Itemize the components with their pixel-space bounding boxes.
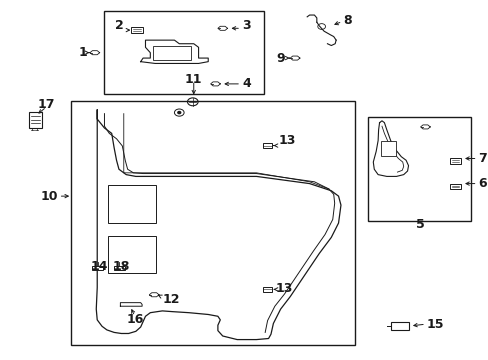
Text: 9: 9	[276, 51, 285, 64]
Text: 18: 18	[112, 260, 130, 273]
Bar	[108, 185, 156, 223]
Bar	[104, 12, 263, 94]
Bar	[108, 235, 156, 273]
Text: 1: 1	[79, 46, 87, 59]
Text: 2: 2	[115, 19, 123, 32]
Bar	[262, 143, 272, 148]
Text: 12: 12	[162, 293, 180, 306]
Text: 13: 13	[278, 134, 295, 147]
Text: 5: 5	[415, 218, 424, 231]
Text: 10: 10	[40, 190, 58, 203]
Bar	[114, 266, 124, 270]
Text: 4: 4	[242, 77, 250, 90]
Bar	[29, 112, 42, 128]
Bar	[71, 101, 355, 345]
Bar	[390, 322, 408, 330]
Text: 6: 6	[478, 177, 486, 190]
Text: 7: 7	[478, 152, 486, 165]
Bar	[448, 158, 460, 164]
Bar	[131, 27, 143, 33]
Circle shape	[178, 112, 181, 114]
Text: 11: 11	[184, 73, 202, 86]
Bar	[92, 266, 103, 270]
Text: 8: 8	[343, 14, 351, 27]
Bar	[262, 287, 272, 292]
Bar	[448, 184, 460, 189]
Text: 15: 15	[426, 318, 444, 331]
Text: 14: 14	[91, 260, 108, 273]
Text: 13: 13	[275, 282, 293, 295]
Bar	[367, 117, 470, 221]
Bar	[152, 45, 191, 60]
Text: 3: 3	[242, 19, 250, 32]
Text: 17: 17	[38, 98, 55, 111]
Text: 16: 16	[126, 312, 143, 326]
Bar	[380, 141, 395, 156]
